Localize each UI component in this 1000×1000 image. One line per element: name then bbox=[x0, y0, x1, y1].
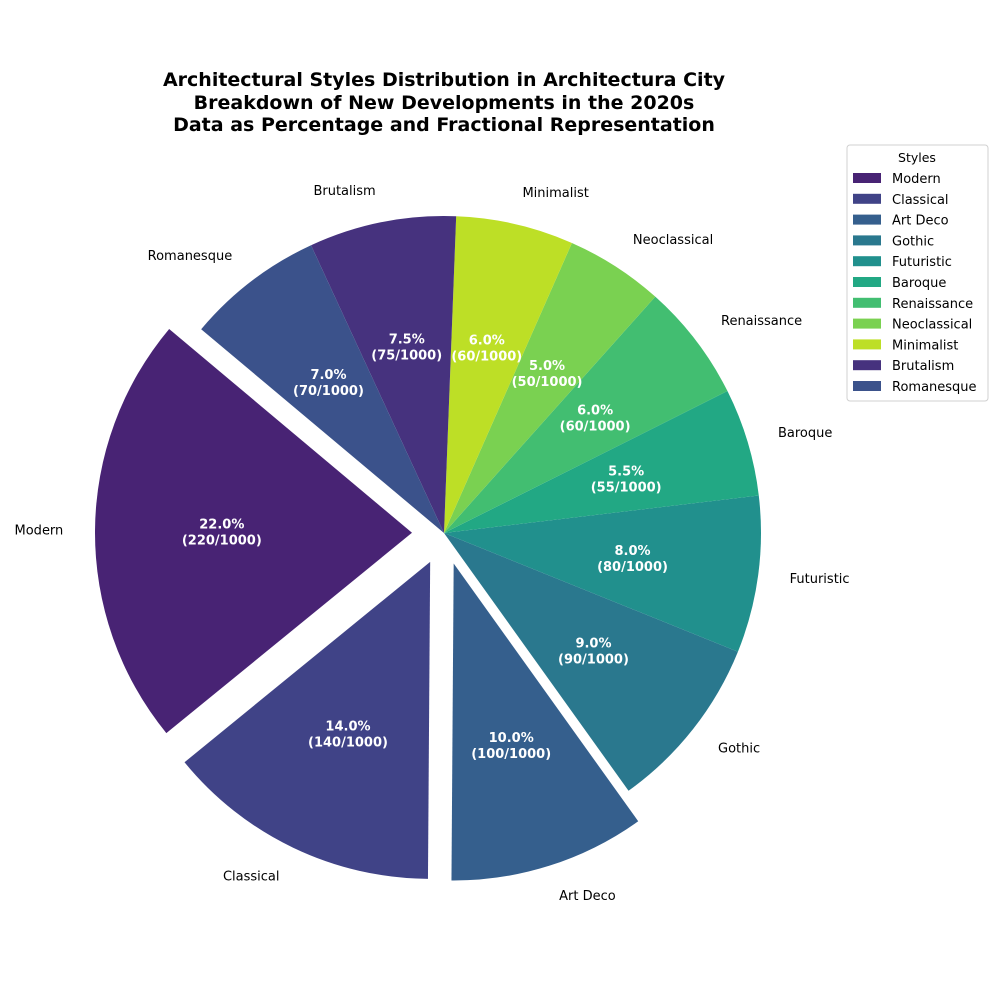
legend-swatch bbox=[853, 256, 881, 267]
legend-label: Brutalism bbox=[892, 359, 954, 374]
slice-label: Minimalist bbox=[522, 186, 588, 201]
legend-swatch bbox=[853, 235, 881, 246]
slice-percent-label: 7.5% bbox=[389, 332, 425, 347]
legend-label: Futuristic bbox=[892, 255, 952, 270]
legend-label: Minimalist bbox=[892, 338, 958, 353]
slice-label: Classical bbox=[223, 869, 280, 884]
slice-label: Brutalism bbox=[313, 184, 375, 199]
slice-fraction-label: (70/1000) bbox=[293, 384, 364, 399]
slice-fraction-label: (50/1000) bbox=[512, 375, 583, 390]
slice-fraction-label: (90/1000) bbox=[558, 653, 629, 668]
legend-label: Art Deco bbox=[892, 214, 949, 229]
pie-slice-baroque bbox=[444, 391, 759, 533]
pie-slice-minimalist bbox=[444, 216, 572, 534]
chart-title-line-1: Architectural Styles Distribution in Arc… bbox=[163, 69, 726, 91]
chart-title-line-3: Data as Percentage and Fractional Repres… bbox=[173, 114, 715, 136]
pie-slice-modern bbox=[95, 329, 413, 734]
slice-percent-label: 5.0% bbox=[529, 359, 565, 374]
legend-label: Neoclassical bbox=[892, 318, 972, 333]
slice-labels: Modern Classical Art Deco Gothic Futuristic B… bbox=[15, 184, 850, 904]
pie-slice-art-deco bbox=[451, 563, 639, 881]
legend-label: Gothic bbox=[892, 234, 934, 249]
pie-slice-classical bbox=[184, 561, 431, 879]
legend-label: Classical bbox=[892, 193, 949, 208]
slice-fraction-label: (220/1000) bbox=[182, 533, 262, 548]
legend-swatch bbox=[853, 297, 881, 308]
slice-percent-label: 14.0% bbox=[325, 719, 370, 734]
slice-percent-label: 8.0% bbox=[614, 544, 650, 559]
pie-slice-neoclassical bbox=[444, 242, 656, 534]
pie-slice-gothic bbox=[444, 533, 738, 791]
legend: Styles Modern Classical Art Deco Gothic Futu… bbox=[846, 144, 989, 402]
slice-label: Futuristic bbox=[790, 572, 850, 587]
legend-swatch bbox=[853, 214, 881, 225]
legend-label: Renaissance bbox=[892, 297, 973, 312]
pie-slice-renaissance bbox=[444, 296, 728, 533]
slice-percent-label: 5.5% bbox=[608, 464, 644, 479]
legend-title: Styles bbox=[898, 150, 936, 165]
slice-percent-label: 10.0% bbox=[489, 731, 534, 746]
legend-items: Modern Classical Art Deco Gothic Futuristic B… bbox=[853, 172, 977, 395]
slice-fraction-label: (140/1000) bbox=[308, 735, 388, 750]
legend-swatch bbox=[853, 381, 881, 391]
slice-percent-label: 9.0% bbox=[575, 637, 611, 652]
legend-swatch bbox=[853, 360, 881, 371]
slice-fraction-label: (100/1000) bbox=[471, 747, 551, 762]
slice-label: Baroque bbox=[778, 426, 832, 441]
slice-label: Romanesque bbox=[148, 249, 233, 264]
slice-value-labels: 22.0%(220/1000) 14.0%(140/1000) 10.0%(100/… bbox=[182, 332, 668, 761]
legend-swatch bbox=[853, 193, 881, 204]
chart-title-line-2: Breakdown of New Developments in the 202… bbox=[194, 92, 695, 114]
slice-label: Gothic bbox=[718, 742, 760, 757]
legend-swatch bbox=[853, 339, 881, 350]
slice-fraction-label: (60/1000) bbox=[560, 419, 631, 434]
pie-slice-romanesque bbox=[201, 245, 444, 533]
legend-label: Modern bbox=[892, 172, 941, 187]
legend-swatch bbox=[853, 318, 881, 329]
legend-swatch bbox=[853, 277, 881, 287]
legend-label: Baroque bbox=[892, 276, 946, 291]
slice-label: Neoclassical bbox=[633, 233, 713, 248]
slice-fraction-label: (80/1000) bbox=[597, 560, 668, 575]
pie-slice-futuristic bbox=[444, 495, 761, 652]
slice-fraction-label: (75/1000) bbox=[371, 348, 442, 363]
legend-swatch bbox=[853, 173, 881, 183]
pie-slices bbox=[95, 216, 761, 881]
legend-label: Romanesque bbox=[892, 380, 977, 395]
slice-fraction-label: (60/1000) bbox=[451, 350, 522, 365]
pie-slice-brutalism bbox=[311, 216, 457, 534]
slice-percent-label: 6.0% bbox=[577, 403, 613, 418]
slice-fraction-label: (55/1000) bbox=[591, 480, 662, 495]
slice-label: Modern bbox=[15, 523, 64, 538]
chart-title: Architectural Styles Distribution in Arc… bbox=[163, 69, 726, 136]
slice-label: Renaissance bbox=[721, 314, 802, 329]
slice-percent-label: 22.0% bbox=[199, 517, 244, 532]
legend-box bbox=[846, 144, 989, 402]
slice-percent-label: 6.0% bbox=[469, 334, 505, 349]
slice-percent-label: 7.0% bbox=[310, 368, 346, 383]
slice-label: Art Deco bbox=[559, 889, 616, 904]
